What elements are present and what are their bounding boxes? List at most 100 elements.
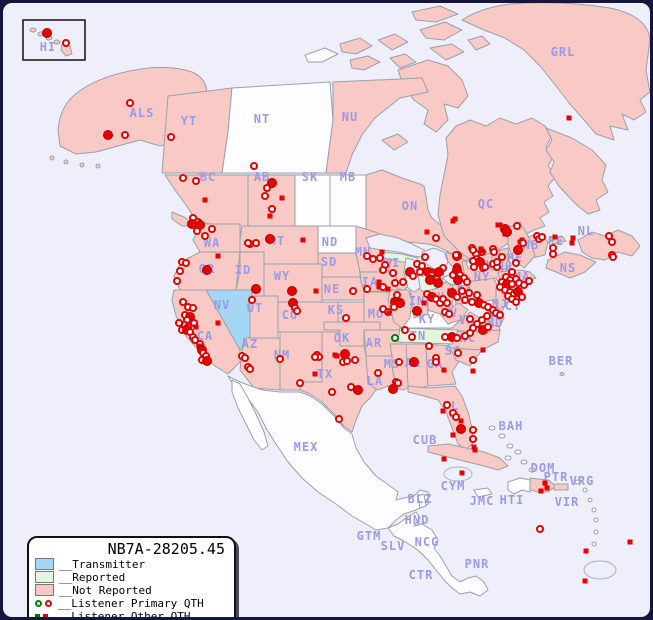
listener-other-qth-marker[interactable] [385, 286, 391, 292]
listener-primary-qth-marker[interactable] [173, 277, 181, 285]
listener-cluster-marker[interactable] [103, 130, 113, 140]
listener-other-qth-marker[interactable] [313, 288, 319, 294]
listener-primary-qth-marker[interactable] [463, 278, 471, 286]
listener-cluster-marker[interactable] [267, 178, 277, 188]
listener-other-qth-marker[interactable] [552, 234, 558, 240]
listener-primary-qth-marker[interactable] [443, 401, 451, 409]
listener-other-qth-marker[interactable] [566, 115, 572, 121]
listener-cluster-marker[interactable] [412, 306, 422, 316]
listener-primary-qth-marker[interactable] [425, 342, 433, 350]
listener-other-qth-marker[interactable] [379, 249, 385, 255]
listener-primary-qth-marker[interactable] [349, 287, 357, 295]
listener-primary-qth-marker[interactable] [189, 304, 197, 312]
listener-primary-qth-marker[interactable] [121, 131, 129, 139]
listener-other-qth-marker[interactable] [332, 352, 338, 358]
listener-primary-qth-marker[interactable] [519, 239, 527, 247]
listener-primary-qth-marker[interactable] [508, 268, 516, 276]
listener-other-qth-marker[interactable] [441, 367, 447, 373]
listener-primary-qth-marker[interactable] [469, 426, 477, 434]
listener-primary-qth-marker[interactable] [311, 353, 319, 361]
listener-other-qth-marker[interactable] [193, 324, 199, 330]
listener-cluster-marker[interactable] [453, 275, 463, 285]
listener-primary-qth-marker[interactable] [391, 279, 399, 287]
listener-primary-qth-marker[interactable] [452, 251, 460, 259]
listener-primary-qth-marker[interactable] [328, 388, 336, 396]
listener-primary-qth-marker[interactable] [484, 323, 492, 331]
listener-other-qth-marker[interactable] [441, 456, 447, 462]
listener-other-qth-marker[interactable] [480, 347, 486, 353]
listener-cluster-marker[interactable] [265, 234, 275, 244]
listener-other-qth-marker[interactable] [583, 548, 589, 554]
listener-primary-qth-marker[interactable] [389, 269, 397, 277]
listener-primary-qth-marker[interactable] [192, 177, 200, 185]
listener-other-qth-marker[interactable] [471, 444, 477, 450]
listener-other-qth-marker[interactable] [215, 253, 221, 259]
listener-primary-qth-marker[interactable] [193, 227, 201, 235]
listener-primary-qth-marker[interactable] [512, 298, 520, 306]
listener-primary-qth-marker[interactable] [461, 332, 469, 340]
listener-primary-qth-marker[interactable] [293, 307, 301, 315]
listener-primary-qth-marker[interactable] [179, 298, 187, 306]
listener-other-qth-marker[interactable] [424, 229, 430, 235]
listener-other-qth-marker[interactable] [582, 578, 588, 584]
listener-primary-qth-marker[interactable] [465, 289, 473, 297]
listener-other-qth-marker[interactable] [627, 539, 633, 545]
listener-primary-qth-marker[interactable] [179, 174, 187, 182]
listener-cluster-marker[interactable] [202, 356, 212, 366]
listener-other-qth-marker[interactable] [450, 432, 456, 438]
listener-other-qth-marker[interactable] [440, 408, 446, 414]
listener-primary-qth-marker[interactable] [549, 244, 557, 252]
listener-primary-qth-marker[interactable] [453, 334, 461, 342]
listener-other-qth-marker[interactable] [376, 279, 382, 285]
listener-primary-qth-marker[interactable] [201, 232, 209, 240]
listener-primary-qth-marker[interactable] [276, 355, 284, 363]
listener-primary-qth-marker[interactable] [469, 435, 477, 443]
listener-other-qth-marker[interactable] [495, 222, 501, 228]
listener-primary-qth-marker[interactable] [176, 267, 184, 275]
listener-other-qth-marker[interactable] [421, 300, 427, 306]
listener-cluster-marker[interactable] [287, 286, 297, 296]
listener-other-qth-marker[interactable] [267, 213, 273, 219]
listener-primary-qth-marker[interactable] [490, 248, 498, 256]
listener-primary-qth-marker[interactable] [512, 259, 520, 267]
listener-primary-qth-marker[interactable] [395, 358, 403, 366]
listener-primary-qth-marker[interactable] [376, 254, 384, 262]
listener-other-qth-marker[interactable] [312, 371, 318, 377]
listener-cluster-marker[interactable] [425, 275, 435, 285]
listener-primary-qth-marker[interactable] [394, 379, 402, 387]
listener-primary-qth-marker[interactable] [481, 263, 489, 271]
listener-primary-qth-marker[interactable] [363, 285, 371, 293]
listener-primary-qth-marker[interactable] [520, 281, 528, 289]
listener-primary-qth-marker[interactable] [244, 239, 252, 247]
listener-primary-qth-marker[interactable] [252, 239, 260, 247]
listener-primary-qth-marker[interactable] [390, 303, 398, 311]
listener-cluster-marker[interactable] [353, 385, 363, 395]
listener-other-qth-marker[interactable] [452, 216, 458, 222]
map-canvas[interactable] [3, 3, 650, 617]
listener-cluster-marker[interactable] [42, 28, 52, 38]
listener-other-qth-marker[interactable] [472, 447, 478, 453]
listener-primary-qth-marker[interactable] [608, 238, 616, 246]
listener-primary-qth-marker[interactable] [399, 278, 407, 286]
listener-other-qth-marker[interactable] [279, 195, 285, 201]
listener-other-qth-marker[interactable] [202, 197, 208, 203]
map-area[interactable]: HI ALS YT NT NU GRL BC AB SK MB ON QC NL NB PE NS ME WA MT… [3, 3, 650, 617]
listener-other-qth-marker[interactable] [544, 485, 550, 491]
listener-primary-qth-marker[interactable] [126, 99, 134, 107]
listener-primary-qth-marker[interactable] [401, 326, 409, 334]
listener-cluster-marker[interactable] [456, 424, 466, 434]
listener-primary-qth-marker[interactable] [536, 525, 544, 533]
listener-primary-qth-marker[interactable] [525, 277, 533, 285]
listener-cluster-marker[interactable] [502, 227, 512, 237]
listener-primary-qth-marker[interactable] [454, 349, 462, 357]
listener-primary-qth-marker[interactable] [432, 234, 440, 242]
listener-other-qth-marker[interactable] [569, 240, 575, 246]
listener-primary-qth-marker[interactable] [342, 314, 350, 322]
listener-cluster-marker[interactable] [513, 245, 523, 255]
listener-primary-qth-marker[interactable] [453, 293, 461, 301]
listener-primary-qth-marker[interactable] [379, 266, 387, 274]
listener-primary-qth-marker[interactable] [498, 253, 506, 261]
listener-primary-qth-marker[interactable] [351, 356, 359, 364]
listener-primary-qth-marker[interactable] [518, 293, 526, 301]
listener-cluster-marker[interactable] [202, 265, 212, 275]
